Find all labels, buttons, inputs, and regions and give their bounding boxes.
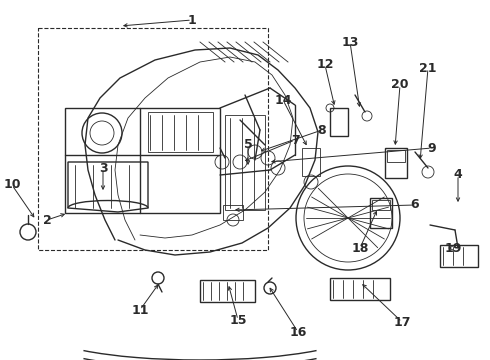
Text: 21: 21 <box>419 62 437 75</box>
Text: 9: 9 <box>428 141 436 154</box>
Bar <box>370 198 392 228</box>
Text: 2: 2 <box>43 213 51 226</box>
Text: 11: 11 <box>131 303 149 316</box>
Bar <box>387 150 405 162</box>
Text: 6: 6 <box>411 198 419 211</box>
Bar <box>148 112 213 152</box>
Bar <box>200 280 255 302</box>
Text: 19: 19 <box>444 242 462 255</box>
Text: 1: 1 <box>188 13 196 27</box>
Text: 5: 5 <box>244 139 252 152</box>
Text: 18: 18 <box>351 242 368 255</box>
Bar <box>302 148 320 176</box>
Text: 16: 16 <box>289 325 307 338</box>
Text: 4: 4 <box>454 168 463 181</box>
Bar <box>330 108 348 136</box>
Bar <box>225 115 265 210</box>
Text: 13: 13 <box>342 36 359 49</box>
Bar <box>330 278 390 300</box>
Text: 15: 15 <box>229 314 247 327</box>
Bar <box>440 245 478 267</box>
Bar <box>372 200 390 210</box>
Text: 20: 20 <box>391 78 409 91</box>
Text: 14: 14 <box>274 94 292 107</box>
Text: 10: 10 <box>3 179 21 192</box>
Text: 8: 8 <box>318 123 326 136</box>
Text: 3: 3 <box>98 162 107 175</box>
Bar <box>38 28 268 250</box>
Text: 17: 17 <box>393 315 411 328</box>
Bar <box>223 205 243 220</box>
Bar <box>385 148 407 178</box>
Bar <box>65 108 220 213</box>
Text: 12: 12 <box>316 58 334 72</box>
Text: 7: 7 <box>291 134 299 147</box>
